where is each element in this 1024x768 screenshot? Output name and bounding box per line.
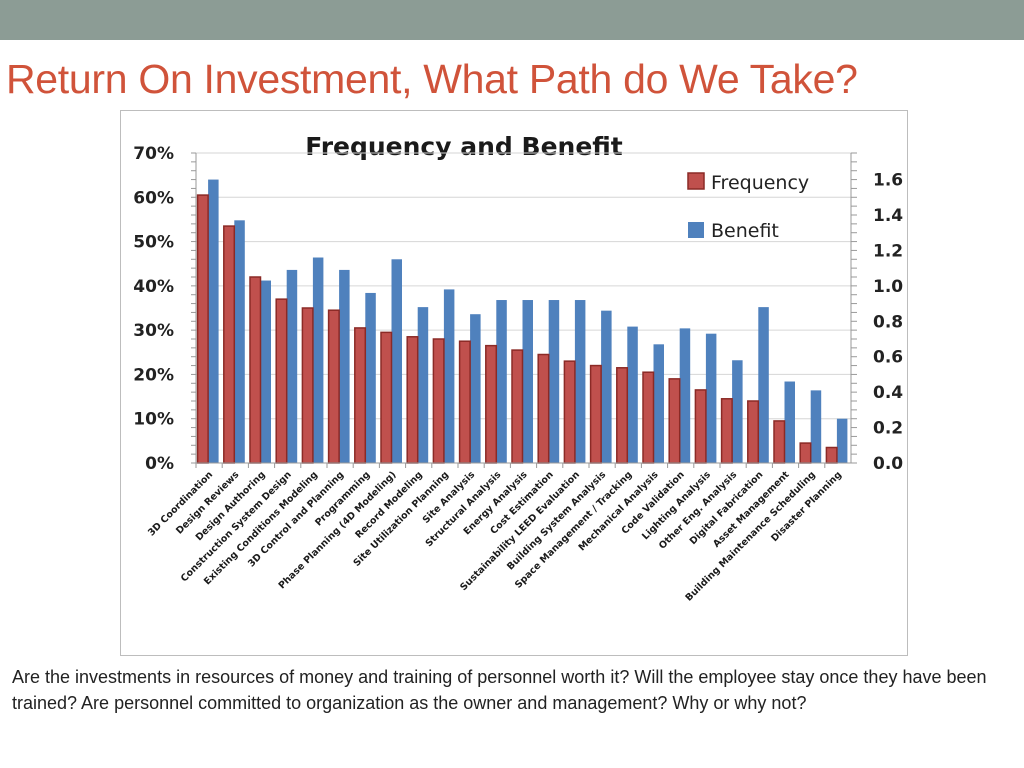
benefit-bar bbox=[574, 300, 586, 463]
frequency-bar bbox=[275, 298, 288, 464]
left-axis-tick-label: 30% bbox=[133, 321, 174, 341]
frequency-bar bbox=[485, 344, 498, 464]
frequency-bar bbox=[354, 327, 367, 464]
frequency-bar bbox=[589, 364, 602, 464]
frequency-bar bbox=[301, 307, 314, 464]
benefit-bar bbox=[810, 390, 822, 463]
right-axis-tick-label: 1.6 bbox=[873, 171, 903, 191]
benefit-bar bbox=[627, 326, 638, 463]
benefit-bar bbox=[339, 269, 350, 463]
frequency-bar bbox=[327, 309, 340, 464]
benefit-bar bbox=[679, 328, 691, 463]
right-axis-tick-label: 0.6 bbox=[873, 348, 903, 368]
left-axis-tick-label: 70% bbox=[133, 144, 174, 164]
frequency-bar bbox=[511, 349, 524, 464]
benefit-bar bbox=[653, 344, 664, 463]
right-axis-tick-label: 0.4 bbox=[873, 383, 903, 403]
chart-legend: Frequency Benefit bbox=[687, 172, 809, 242]
benefit-bar bbox=[365, 292, 376, 463]
benefit-bar bbox=[784, 381, 795, 463]
left-axis-tick-label: 0% bbox=[145, 454, 174, 474]
benefit-bar bbox=[522, 300, 533, 463]
right-axis-tick-label: 0.2 bbox=[873, 419, 903, 439]
left-axis-tick-label: 40% bbox=[133, 277, 174, 297]
frequency-bar bbox=[694, 389, 707, 464]
legend-benefit-label: Benefit bbox=[711, 220, 779, 242]
right-axis-tick-label: 1.2 bbox=[873, 241, 903, 261]
benefit-bar bbox=[548, 300, 560, 463]
frequency-bar bbox=[773, 420, 786, 464]
benefit-bar bbox=[391, 259, 402, 463]
legend-frequency-swatch bbox=[687, 172, 705, 190]
right-axis-tick-label: 0.0 bbox=[873, 454, 903, 474]
legend-frequency-label: Frequency bbox=[711, 172, 809, 194]
slide-title: Return On Investment, What Path do We Ta… bbox=[6, 56, 858, 102]
frequency-bar bbox=[432, 338, 445, 464]
right-axis-tick-label: 1.4 bbox=[873, 206, 903, 226]
frequency-bar bbox=[799, 442, 812, 464]
bars bbox=[196, 179, 848, 464]
left-axis-tick-label: 50% bbox=[133, 233, 174, 253]
left-axis-tick-label: 20% bbox=[133, 365, 174, 385]
benefit-bar bbox=[417, 307, 429, 463]
frequency-bar bbox=[720, 398, 733, 464]
benefit-bar bbox=[758, 307, 769, 463]
benefit-bar bbox=[836, 418, 848, 463]
frequency-bar bbox=[406, 336, 419, 464]
benefit-bar bbox=[286, 269, 298, 463]
top-decorative-bar bbox=[0, 0, 1024, 40]
benefit-bar bbox=[443, 289, 455, 463]
right-axis-tick-label: 0.8 bbox=[873, 312, 903, 332]
frequency-bar bbox=[825, 446, 838, 464]
left-axis-tick-label: 10% bbox=[133, 410, 174, 430]
frequency-bar bbox=[223, 225, 236, 464]
benefit-bar bbox=[496, 300, 507, 463]
frequency-bar bbox=[537, 353, 550, 464]
frequency-bar bbox=[249, 276, 262, 464]
frequency-bar bbox=[380, 331, 393, 464]
frequency-bar bbox=[642, 371, 655, 464]
benefit-bar bbox=[601, 310, 612, 463]
frequency-bar bbox=[458, 340, 471, 464]
chart-title: Frequency and Benefit bbox=[305, 132, 623, 161]
benefit-bar bbox=[234, 220, 245, 463]
right-axis-tick-label: 1.0 bbox=[873, 277, 903, 297]
frequency-benefit-chart: Frequency and Benefit 0% 10% 20% 30% 40% 50% 6… bbox=[133, 132, 903, 604]
frequency-bar bbox=[563, 360, 576, 464]
benefit-bar bbox=[705, 333, 717, 463]
frequency-bar bbox=[668, 378, 681, 464]
benefit-bar bbox=[312, 257, 324, 463]
chart-frame: Frequency and Benefit 0% 10% 20% 30% 40% 50% 6… bbox=[120, 110, 908, 656]
frequency-bar bbox=[747, 400, 760, 464]
left-axis-tick-label: 60% bbox=[133, 188, 174, 208]
legend-benefit-swatch bbox=[688, 222, 704, 238]
slide-body-text: Are the investments in resources of mone… bbox=[12, 667, 987, 713]
frequency-bar bbox=[196, 194, 209, 464]
frequency-bar bbox=[616, 367, 629, 464]
benefit-bar bbox=[208, 179, 219, 464]
benefit-bar bbox=[732, 360, 743, 463]
benefit-bar bbox=[470, 314, 481, 463]
benefit-bar bbox=[260, 280, 271, 463]
